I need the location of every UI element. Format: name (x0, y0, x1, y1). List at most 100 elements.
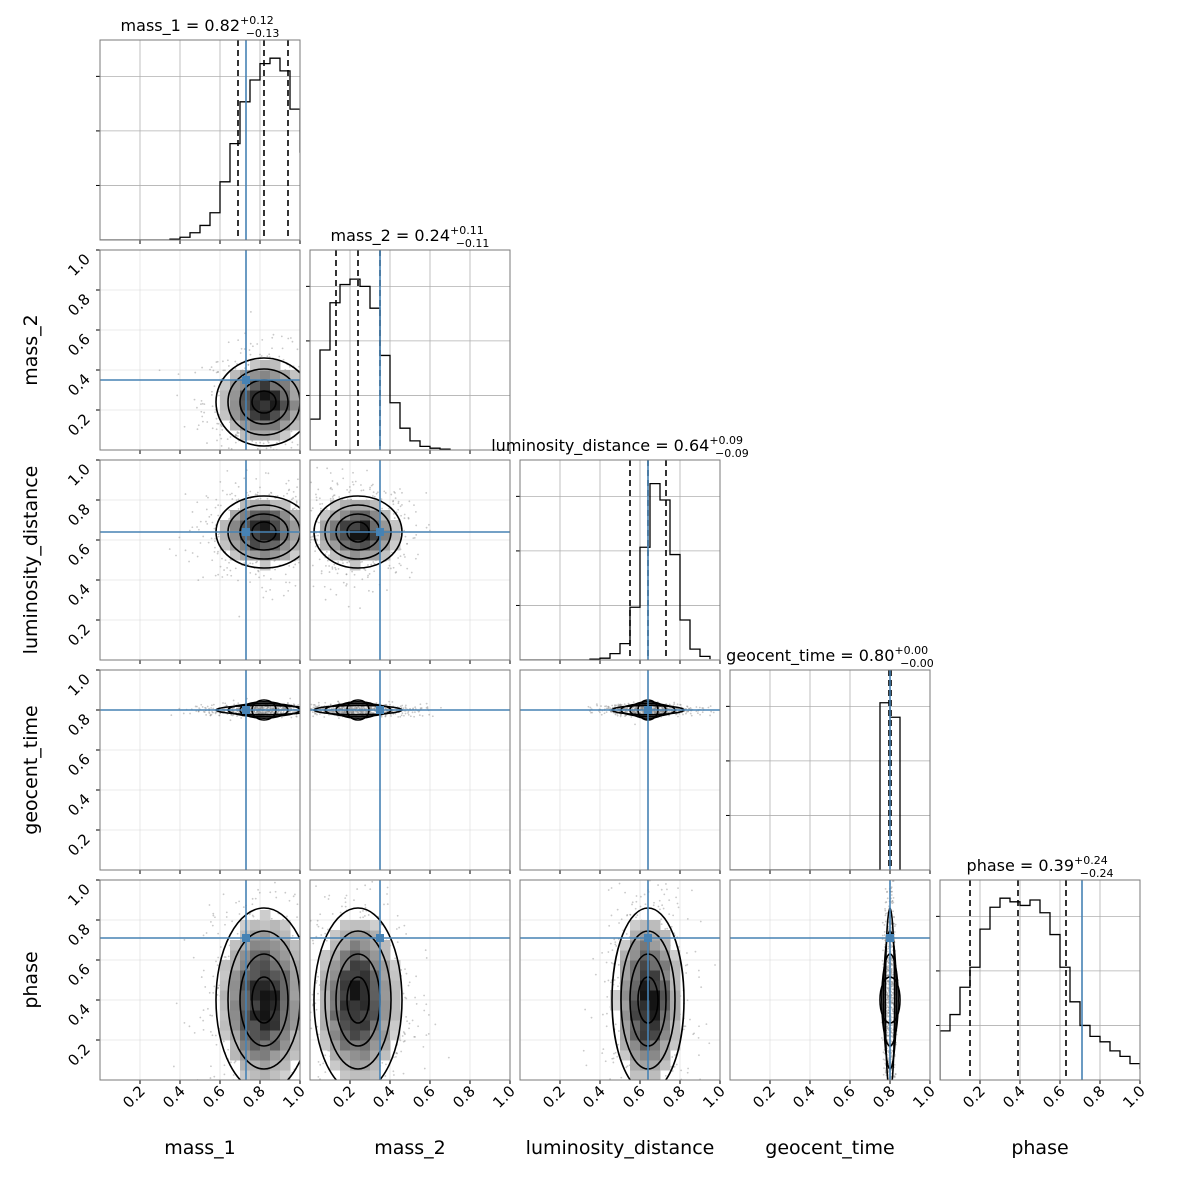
sample-point (311, 503, 313, 505)
sample-point (300, 1084, 302, 1086)
density-cell (230, 410, 241, 421)
sample-point (306, 359, 308, 361)
sample-point (306, 563, 308, 565)
density-cell (290, 520, 300, 531)
sample-point (236, 932, 239, 935)
sample-point (365, 710, 368, 713)
sample-point (234, 494, 237, 497)
sample-point (361, 711, 364, 713)
sample-point (654, 711, 657, 714)
sample-point (293, 893, 296, 896)
sample-point (634, 707, 637, 710)
sample-point (208, 707, 211, 710)
sample-point (357, 711, 360, 714)
sample-point (615, 704, 618, 707)
sample-point (271, 711, 274, 713)
sample-point (293, 836, 295, 838)
sample-point (301, 712, 303, 714)
sample-point (305, 532, 307, 534)
sample-point (687, 707, 690, 710)
sample-point (403, 513, 406, 516)
sample-point (312, 951, 314, 953)
sample-point (269, 578, 272, 580)
sample-point (318, 543, 320, 546)
sample-point (350, 707, 353, 710)
sample-point (302, 709, 304, 711)
density-cell (250, 430, 261, 441)
sample-point (347, 711, 350, 713)
density-cell (220, 380, 231, 391)
sample-point (259, 353, 261, 356)
sample-point (244, 1112, 246, 1114)
sample-point (642, 711, 645, 714)
sample-point (200, 703, 203, 706)
sample-point (338, 711, 340, 713)
density-content (302, 670, 510, 870)
density-cell (230, 1040, 241, 1051)
sample-point (627, 702, 630, 705)
sample-point (632, 710, 634, 713)
sample-point (315, 436, 317, 438)
sample-point (203, 452, 205, 454)
sample-point (297, 561, 300, 564)
sample-point (304, 995, 306, 997)
sample-point (587, 705, 590, 708)
sample-point (331, 567, 334, 570)
truth-marker (644, 706, 652, 714)
sample-point (287, 590, 290, 592)
sample-point (343, 707, 346, 710)
sample-point (343, 711, 345, 714)
sample-point (304, 537, 306, 539)
sample-point (312, 378, 314, 380)
sample-point (373, 495, 376, 498)
sample-point (269, 588, 272, 591)
sample-point (623, 703, 626, 706)
sample-point (276, 1100, 278, 1102)
sample-point (207, 541, 210, 544)
sample-point (305, 541, 307, 543)
sample-point (306, 1079, 308, 1081)
sample-point (262, 711, 265, 714)
sample-point (313, 494, 315, 496)
sample-point (302, 1011, 304, 1013)
sample-point (237, 1112, 239, 1114)
sample-point (274, 881, 276, 884)
sample-point (384, 715, 387, 718)
sample-point (408, 576, 411, 579)
sample-point (221, 576, 224, 578)
sample-point (294, 584, 297, 587)
sample-point (228, 518, 230, 520)
sample-point (295, 715, 298, 718)
density-cell (230, 990, 241, 1001)
sample-point (207, 1007, 209, 1010)
sample-point (303, 512, 305, 514)
sample-point (305, 568, 307, 570)
density-cell (290, 390, 300, 401)
sample-point (677, 715, 679, 718)
sample-point (217, 535, 220, 538)
sample-point (319, 507, 322, 510)
sample-point (400, 714, 403, 717)
sample-point (237, 435, 239, 437)
sample-point (266, 355, 269, 358)
sample-point (215, 1043, 218, 1046)
density-cell (330, 550, 341, 561)
sample-point (237, 579, 239, 582)
sample-point (272, 707, 274, 710)
sample-point (661, 711, 663, 714)
sample-point (315, 493, 317, 496)
sample-point (686, 705, 689, 708)
sample-point (216, 993, 219, 996)
sample-point (425, 526, 428, 529)
sample-point (257, 712, 260, 715)
sample-point (401, 504, 403, 506)
sample-point (366, 576, 369, 579)
sample-point (307, 705, 309, 707)
sample-point (209, 1030, 212, 1033)
sample-point (307, 403, 309, 405)
sample-point (398, 562, 401, 565)
sample-point (397, 716, 400, 718)
sample-point (346, 488, 348, 491)
sample-point (170, 714, 173, 717)
sample-point (425, 706, 428, 709)
